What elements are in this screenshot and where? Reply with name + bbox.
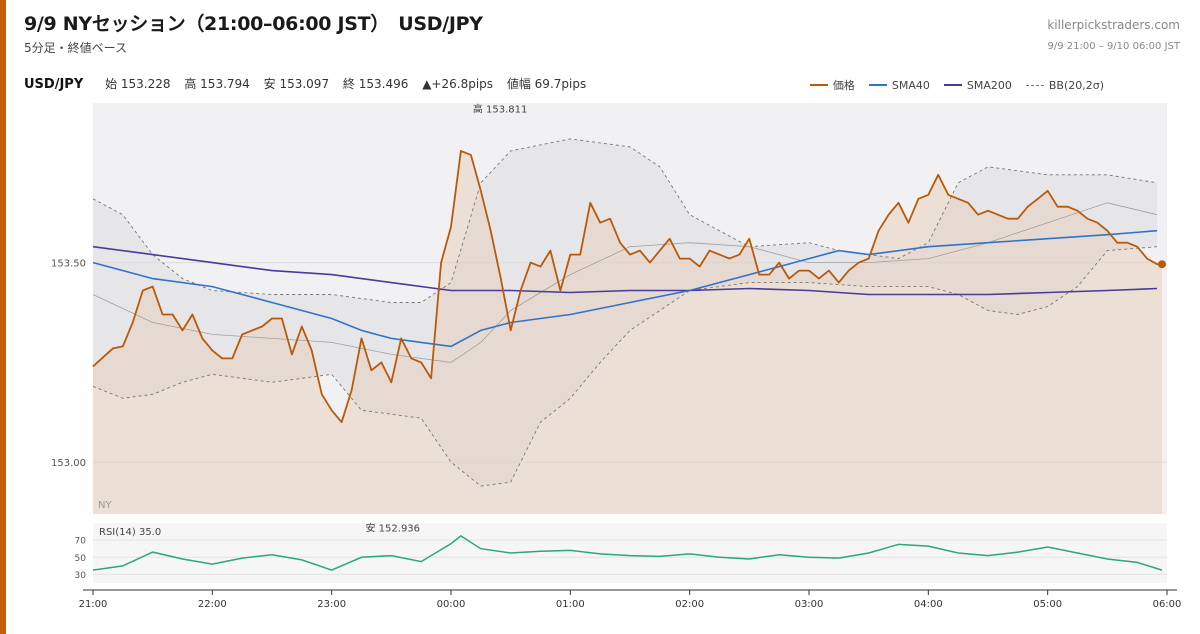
x-tick-label: 01:00 <box>556 599 585 610</box>
high-annotation: 高 153.811 <box>473 103 528 116</box>
bb-upper-line <box>92 138 1158 303</box>
legend-swatch-price <box>809 84 828 86</box>
legend-item-price: 価格 <box>809 77 855 93</box>
bb-middle-line <box>92 202 1158 363</box>
time-range: 9/9 21:00 – 9/10 06:00 JST <box>1047 41 1181 52</box>
price-last-point <box>1157 260 1166 269</box>
y-tick-label: 153.00 <box>51 458 86 469</box>
legend-label-bb: BB(20,2σ) <box>1048 78 1104 92</box>
rsi-background <box>93 523 1167 583</box>
x-tick-label: 23:00 <box>317 599 346 610</box>
legend-label-sma40: SMA40 <box>891 78 930 92</box>
legend-swatch-sma40 <box>868 84 887 86</box>
bb-band-fill <box>93 138 1158 487</box>
page-subtitle: 5分足・終値ベース <box>24 41 128 55</box>
price-line <box>92 150 1162 424</box>
range-width-value: 値幅 69.7pips <box>506 77 587 91</box>
x-tick-label: 22:00 <box>198 599 227 610</box>
x-tick-label: 04:00 <box>914 599 943 610</box>
rsi-line <box>92 534 1163 571</box>
chart-legend: 価格 SMA40 SMA200 BB(20,2σ) <box>796 77 1104 93</box>
sma200-line <box>92 245 1158 296</box>
open-value: 始 153.228 <box>105 77 171 91</box>
session-label: NY <box>98 500 112 511</box>
legend-label-sma200: SMA200 <box>966 78 1012 92</box>
rsi-tick-label: 30 <box>75 571 87 581</box>
page-title: 9/9 NYセッション（21:00–06:00 JST） USD/JPY <box>24 13 483 35</box>
low-annotation: 安 152.936 <box>366 522 421 535</box>
legend-item-sma40: SMA40 <box>868 78 930 92</box>
legend-item-bb: BB(20,2σ) <box>1025 78 1104 92</box>
y-tick-label: 153.50 <box>51 259 86 270</box>
close-value: 終 153.496 <box>342 77 409 91</box>
symbol-label: USD/JPY <box>24 77 84 92</box>
legend-item-sma200: SMA200 <box>943 78 1012 92</box>
x-tick-label: 02:00 <box>675 599 704 610</box>
accent-bar <box>0 0 6 634</box>
rsi-title: RSI(14) 35.0 <box>99 527 161 538</box>
high-value: 高 153.794 <box>184 77 250 91</box>
site-name: killerpickstraders.com <box>1047 18 1180 32</box>
x-tick-label: 00:00 <box>437 599 466 610</box>
sma40-line <box>92 229 1158 348</box>
rsi-tick-label: 50 <box>75 554 87 564</box>
bb-lower-line <box>92 246 1158 487</box>
legend-label-price: 価格 <box>832 79 855 92</box>
x-tick-label: 05:00 <box>1033 599 1062 610</box>
rsi-tick-label: 70 <box>75 537 87 547</box>
x-tick-label: 21:00 <box>79 599 108 610</box>
low-value: 安 153.097 <box>263 77 330 91</box>
x-tick-label: 06:00 <box>1153 599 1182 610</box>
x-tick-label: 03:00 <box>795 599 824 610</box>
legend-swatch-bb <box>1025 84 1044 86</box>
legend-swatch-sma200 <box>943 84 962 86</box>
ohlc-stats: USD/JPY 始 153.228 高 153.794 安 153.097 終 … <box>24 75 596 92</box>
change-value: ▲+26.8pips <box>422 77 494 91</box>
